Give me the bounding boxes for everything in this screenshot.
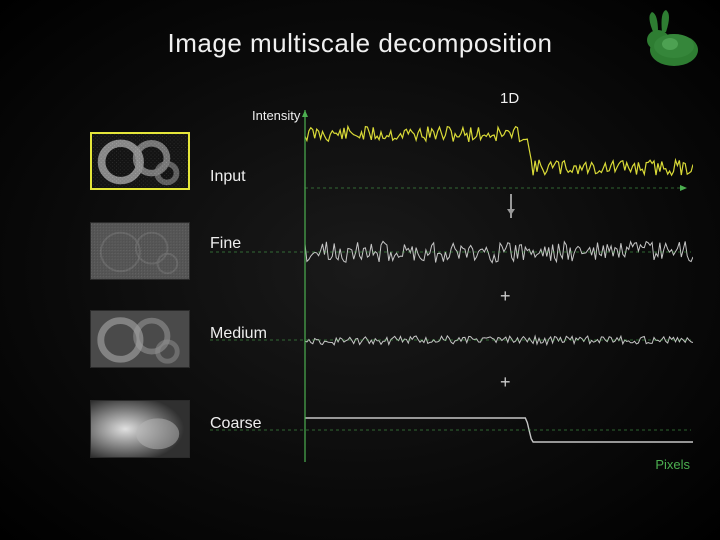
slide-title: Image multiscale decomposition [0,28,720,59]
plus-1: + [500,286,511,307]
y-axis-label: Intensity [252,108,300,123]
chart-medium [305,310,693,370]
slide: Image multiscale decomposition Intensity… [0,0,720,540]
thumbnail-input [90,132,190,190]
label-input: Input [210,168,246,186]
thumbnail-medium [90,310,190,368]
chart-coarse [305,400,693,460]
decompose-arrow-icon [510,194,512,218]
thumbnail-fine [90,222,190,280]
chart-input [305,110,693,190]
chart-fine [305,222,693,282]
label-medium: Medium [210,325,267,343]
top-axis-label: 1D [500,90,519,107]
plus-2: + [500,372,511,393]
label-coarse: Coarse [210,415,262,433]
thumbnail-coarse [90,400,190,458]
bunny-logo-icon [632,8,710,70]
label-fine: Fine [210,235,241,253]
